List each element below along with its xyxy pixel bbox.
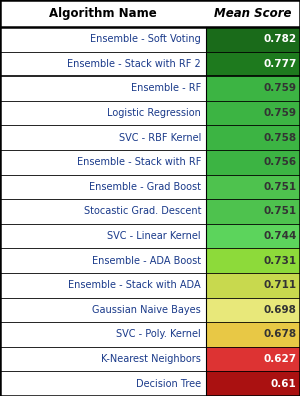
Bar [0,51,206,76]
Bar [206,347,300,371]
Text: Ensemble - Stack with ADA: Ensemble - Stack with ADA [68,280,201,290]
Text: SVC - Poly. Kernel: SVC - Poly. Kernel [116,329,201,339]
Bar [0,101,206,126]
Bar [0,175,206,199]
Bar [0,273,206,297]
Text: Algorithm Name: Algorithm Name [49,7,157,20]
Bar [206,371,300,396]
Text: Ensemble - Stack with RF 2: Ensemble - Stack with RF 2 [67,59,201,69]
Bar [206,126,300,150]
Bar [206,51,300,76]
Text: Ensemble - Stack with RF: Ensemble - Stack with RF [76,157,201,167]
Text: 0.698: 0.698 [263,305,296,315]
Text: Ensemble - Grad Boost: Ensemble - Grad Boost [89,182,201,192]
Text: 0.627: 0.627 [263,354,296,364]
Text: 0.678: 0.678 [263,329,296,339]
Bar [0,297,206,322]
Bar [206,297,300,322]
Text: Ensemble - ADA Boost: Ensemble - ADA Boost [92,256,201,266]
Bar [0,126,206,150]
Bar [0,322,206,347]
Text: 0.758: 0.758 [263,133,296,143]
Text: 0.731: 0.731 [263,256,296,266]
Bar [0,199,206,224]
Text: Stocastic Grad. Descent: Stocastic Grad. Descent [83,206,201,217]
Bar [0,27,206,51]
Text: 0.782: 0.782 [263,34,296,44]
Text: 0.751: 0.751 [263,182,296,192]
Text: 0.777: 0.777 [263,59,296,69]
Bar [206,199,300,224]
Text: Decision Tree: Decision Tree [136,379,201,389]
Text: 0.61: 0.61 [271,379,296,389]
Text: SVC - Linear Kernel: SVC - Linear Kernel [107,231,201,241]
Text: 0.744: 0.744 [263,231,296,241]
Bar [0,371,206,396]
Text: SVC - RBF Kernel: SVC - RBF Kernel [118,133,201,143]
Text: K-Nearest Neighbors: K-Nearest Neighbors [101,354,201,364]
Text: Logistic Regression: Logistic Regression [107,108,201,118]
Text: 0.759: 0.759 [263,84,296,93]
Bar [206,224,300,248]
Bar [206,248,300,273]
Bar [0,0,300,27]
Bar [206,322,300,347]
Bar [0,248,206,273]
Text: 0.751: 0.751 [263,206,296,217]
Bar [206,175,300,199]
Bar [206,273,300,297]
Bar [206,27,300,51]
Text: Ensemble - RF: Ensemble - RF [131,84,201,93]
Bar [0,224,206,248]
Text: 0.756: 0.756 [263,157,296,167]
Bar [0,347,206,371]
Bar [206,76,300,101]
Bar [0,76,206,101]
Text: 0.759: 0.759 [263,108,296,118]
Bar [206,101,300,126]
Bar [206,150,300,175]
Bar [0,150,206,175]
Text: Ensemble - Soft Voting: Ensemble - Soft Voting [90,34,201,44]
Text: Mean Score: Mean Score [214,7,292,20]
Text: Gaussian Naive Bayes: Gaussian Naive Bayes [92,305,201,315]
Text: 0.711: 0.711 [263,280,296,290]
